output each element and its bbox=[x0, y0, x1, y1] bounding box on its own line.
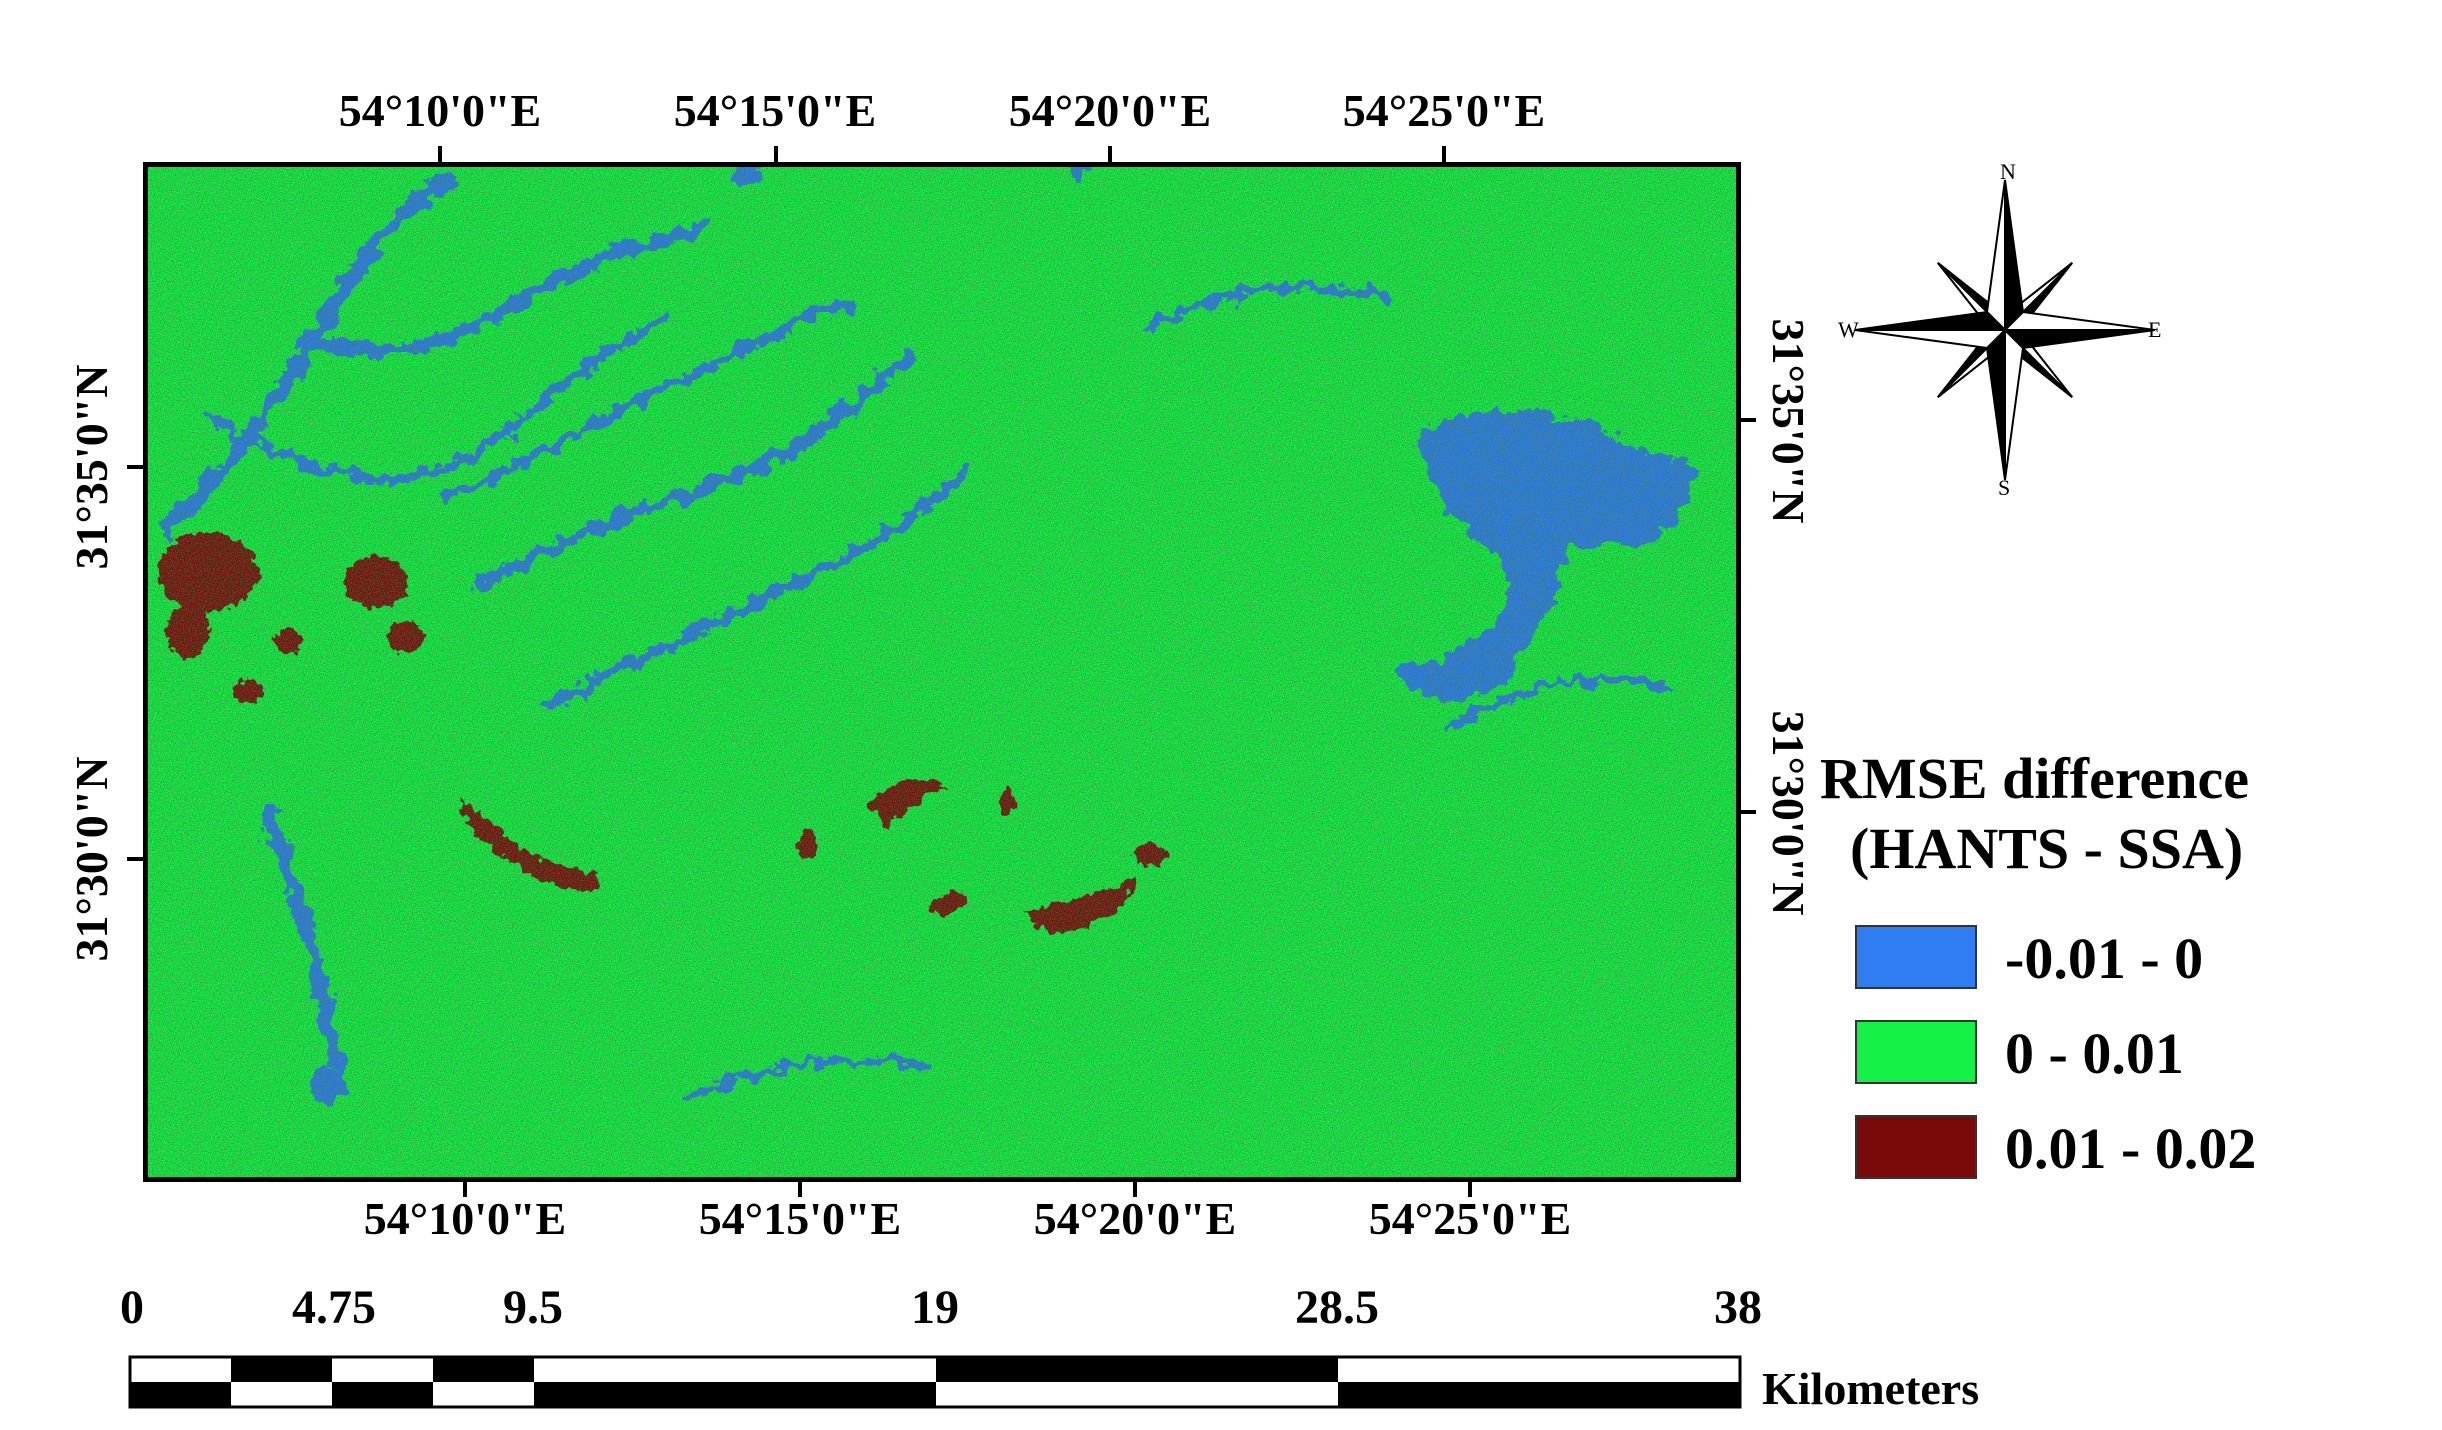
scale-tick-label: 0 bbox=[120, 1281, 144, 1334]
scale-tick-label: 38 bbox=[1714, 1281, 1762, 1334]
scale-unit-label: Kilometers bbox=[1762, 1363, 1980, 1414]
legend-label-negative: -0.01 - 0 bbox=[2005, 926, 2204, 991]
legend-swatch-high bbox=[1855, 1115, 1977, 1179]
legend-swatch-negative bbox=[1855, 925, 1977, 989]
compass-rose-icon bbox=[1854, 179, 2156, 481]
scale-bar-graphic bbox=[128, 1355, 1742, 1409]
longitude-label-bottom-3: 54°20'0"E bbox=[1033, 1193, 1237, 1244]
longitude-label-top-2: 54°15'0"E bbox=[673, 85, 877, 136]
west-label: W bbox=[1838, 317, 1859, 342]
scale-tick-label: 28.5 bbox=[1295, 1281, 1379, 1334]
longitude-label-top-4: 54°25'0"E bbox=[1342, 85, 1546, 136]
longitude-label-bottom-2: 54°15'0"E bbox=[698, 1193, 902, 1244]
scale-tick-label: 19 bbox=[911, 1281, 959, 1334]
map-frame bbox=[143, 162, 1741, 1182]
north-label: N bbox=[2000, 159, 2016, 184]
north-arrow: N S E W bbox=[1838, 159, 2170, 500]
legend-title-line2: (HANTS - SSA) bbox=[1850, 816, 2244, 881]
scale-tick-label: 9.5 bbox=[503, 1281, 563, 1334]
legend-swatch-low bbox=[1855, 1020, 1977, 1084]
scale-tick-label: 4.75 bbox=[292, 1281, 376, 1334]
longitude-label-bottom-4: 54°25'0"E bbox=[1368, 1193, 1572, 1244]
longitude-label-top-1: 54°10'0"E bbox=[338, 85, 542, 136]
legend-label-low: 0 - 0.01 bbox=[2005, 1021, 2184, 1086]
east-label: E bbox=[2148, 317, 2162, 342]
legend-label-high: 0.01 - 0.02 bbox=[2005, 1116, 2257, 1181]
rmse-difference-raster bbox=[148, 167, 1736, 1177]
latitude-label-right-1: 31°35'0"N bbox=[1763, 318, 1814, 524]
latitude-label-left-1: 31°35'0"N bbox=[66, 364, 117, 570]
latitude-label-left-2: 31°30'0"N bbox=[66, 756, 117, 962]
longitude-label-top-3: 54°20'0"E bbox=[1008, 85, 1212, 136]
raster-speckle bbox=[148, 167, 1736, 1177]
legend-title-line1: RMSE difference bbox=[1820, 746, 2249, 811]
longitude-label-bottom-1: 54°10'0"E bbox=[363, 1193, 567, 1244]
south-label: S bbox=[1998, 475, 2011, 500]
latitude-label-right-2: 31°30'0"N bbox=[1763, 710, 1814, 916]
